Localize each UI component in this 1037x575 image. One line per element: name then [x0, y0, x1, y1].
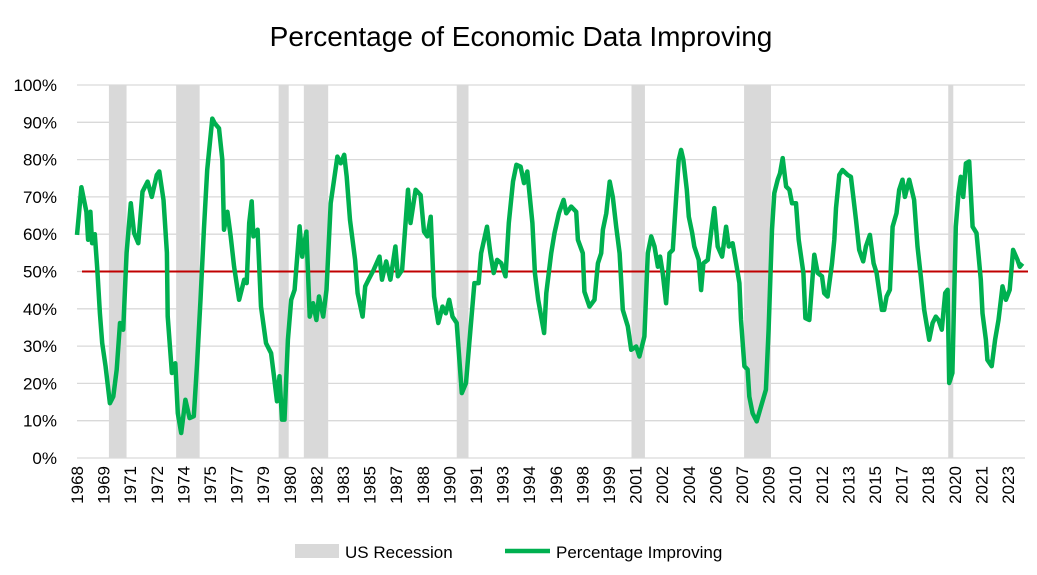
x-tick-label: 2001 — [627, 466, 646, 504]
x-tick-label: 1971 — [121, 466, 140, 504]
x-tick-label: 1990 — [440, 466, 459, 504]
legend-label-us-recession: US Recession — [345, 543, 453, 562]
y-tick-label: 50% — [23, 263, 57, 282]
x-tick-label: 2002 — [653, 466, 672, 504]
y-tick-label: 90% — [23, 113, 57, 132]
y-tick-label: 40% — [23, 300, 57, 319]
x-tick-label: 1977 — [228, 466, 247, 504]
legend-swatch-us-recession — [295, 544, 339, 558]
x-tick-label: 1999 — [600, 466, 619, 504]
x-tick-label: 2006 — [706, 466, 725, 504]
x-tick-label: 2013 — [839, 466, 858, 504]
y-tick-label: 100% — [14, 76, 57, 95]
x-tick-label: 1987 — [387, 466, 406, 504]
y-tick-label: 10% — [23, 412, 57, 431]
x-tick-label: 1994 — [520, 466, 539, 504]
x-tick-label: 2007 — [733, 466, 752, 504]
y-tick-label: 70% — [23, 188, 57, 207]
x-tick-label: 2009 — [760, 466, 779, 504]
x-tick-label: 2017 — [893, 466, 912, 504]
legend-label-percentage-improving: Percentage Improving — [556, 543, 722, 562]
x-tick-label: 2004 — [680, 466, 699, 504]
y-axis-tick-labels: 0% 10% 20% 30% 40% 50% 60% 70% 80% 90% 100% — [14, 76, 57, 468]
y-tick-label: 30% — [23, 337, 57, 356]
y-tick-label: 20% — [23, 374, 57, 393]
x-tick-label: 1988 — [414, 466, 433, 504]
y-tick-label: 80% — [23, 151, 57, 170]
x-tick-label: 1975 — [201, 466, 220, 504]
x-tick-label: 2015 — [866, 466, 885, 504]
x-tick-label: 1998 — [573, 466, 592, 504]
x-tick-label: 2023 — [999, 466, 1018, 504]
x-tick-label: 1974 — [174, 466, 193, 504]
x-tick-label: 1982 — [307, 466, 326, 504]
x-tick-label: 2021 — [972, 466, 991, 504]
x-tick-label: 2020 — [946, 466, 965, 504]
x-tick-label: 2018 — [919, 466, 938, 504]
x-tick-label: 1993 — [494, 466, 513, 504]
x-tick-label: 1968 — [68, 466, 87, 504]
x-tick-label: 1983 — [334, 466, 353, 504]
x-axis-tick-labels: 1968 1969 1971 1972 1974 1975 1977 1979 1980 1982… — [68, 466, 1018, 504]
x-tick-label: 2012 — [813, 466, 832, 504]
y-tick-label: 60% — [23, 225, 57, 244]
legend: US Recession Percentage Improving — [295, 543, 722, 562]
x-tick-label: 1979 — [254, 466, 273, 504]
x-tick-label: 1980 — [281, 466, 300, 504]
x-tick-label: 2010 — [786, 466, 805, 504]
series-line-percentage-improving — [74, 116, 1025, 436]
chart-title: Percentage of Economic Data Improving — [270, 21, 773, 52]
x-tick-label: 1985 — [361, 466, 380, 504]
y-tick-label: 0% — [32, 449, 57, 468]
x-tick-label: 1969 — [95, 466, 114, 504]
x-tick-label: 1972 — [148, 466, 167, 504]
x-tick-label: 1996 — [547, 466, 566, 504]
x-tick-label: 1991 — [467, 466, 486, 504]
